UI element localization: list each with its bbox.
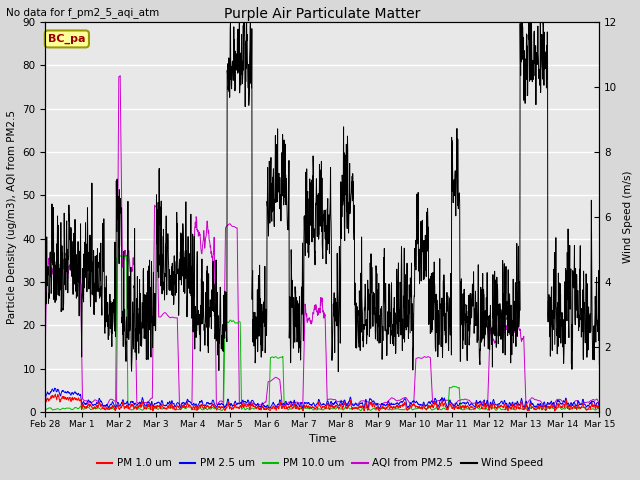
Title: Purple Air Particulate Matter: Purple Air Particulate Matter (224, 7, 420, 21)
Text: No data for f_pm2_5_aqi_atm: No data for f_pm2_5_aqi_atm (6, 7, 159, 18)
Y-axis label: Wind Speed (m/s): Wind Speed (m/s) (623, 171, 633, 264)
Y-axis label: Particle Density (ug/m3), AQI from PM2.5: Particle Density (ug/m3), AQI from PM2.5 (7, 110, 17, 324)
Legend: PM 1.0 um, PM 2.5 um, PM 10.0 um, AQI from PM2.5, Wind Speed: PM 1.0 um, PM 2.5 um, PM 10.0 um, AQI fr… (93, 454, 547, 472)
Text: BC_pa: BC_pa (48, 34, 86, 44)
X-axis label: Time: Time (308, 434, 336, 444)
